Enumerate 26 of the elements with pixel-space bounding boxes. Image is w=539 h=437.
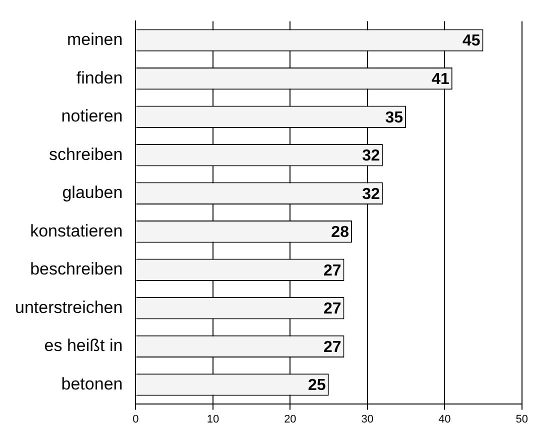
y-tick-label: unterstreichen [14, 298, 123, 317]
data-label: 45 [462, 32, 480, 50]
x-tick-label: 20 [284, 413, 296, 426]
y-tick-label: beschreiben [30, 260, 123, 279]
data-label: 27 [323, 300, 342, 318]
data-label: 27 [323, 262, 342, 280]
y-tick-label: notieren [61, 106, 123, 126]
data-label: 27 [323, 338, 342, 356]
x-tick-label: 30 [361, 413, 374, 426]
y-tick-label: konstatieren [30, 221, 123, 240]
y-tick-label: meinen [66, 30, 123, 50]
y-tick-label: finden [76, 68, 123, 88]
data-label: 25 [308, 377, 326, 394]
data-label: 32 [362, 148, 380, 165]
y-tick-label: schreiben [49, 144, 123, 164]
y-tick-label: es heißt in [44, 336, 123, 356]
y-tick-label: glauben [62, 183, 123, 202]
y-tick-label: betonen [61, 374, 123, 394]
x-tick-label: 40 [438, 413, 451, 426]
x-tick-label: 0 [132, 413, 139, 426]
x-tick-label: 10 [206, 413, 220, 426]
x-tick-label: 50 [516, 413, 528, 426]
data-label: 32 [362, 186, 380, 203]
data-label: 35 [385, 109, 404, 126]
data-label: 28 [331, 224, 350, 242]
data-label: 41 [432, 70, 450, 88]
